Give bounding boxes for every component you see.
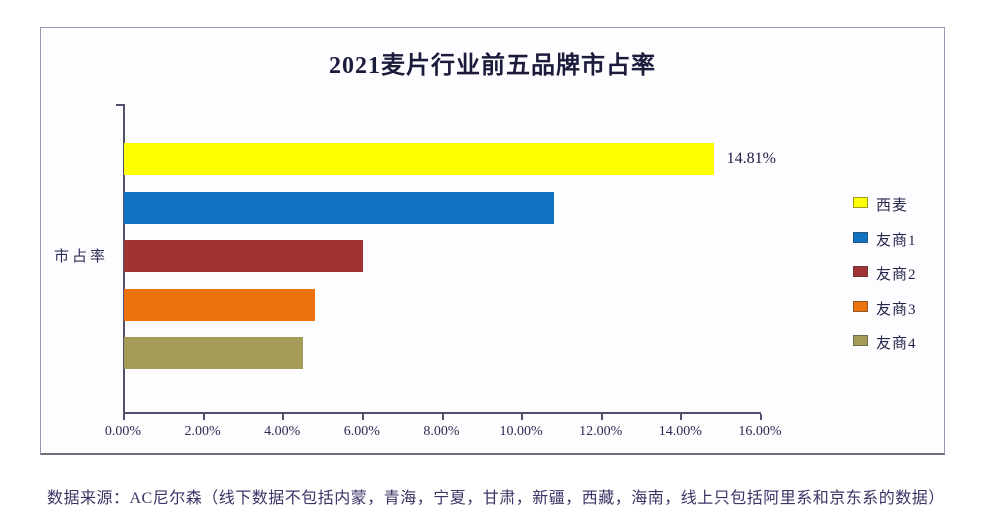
x-axis-tick-label: 4.00% xyxy=(264,424,301,439)
x-axis-tick xyxy=(521,414,524,420)
chart-bar-友商4 xyxy=(124,337,304,369)
x-axis-tick xyxy=(760,414,762,420)
chart-frame: 2021麦片行业前五品牌市占率 市占率 14.81% 0.00% 2.00% 4.00… xyxy=(40,27,945,455)
x-axis-tick-label: 16.00% xyxy=(738,424,782,439)
chart-bar-友商3 xyxy=(124,288,316,321)
legend-label: 友商2 xyxy=(876,267,917,283)
legend-swatch-icon xyxy=(853,300,868,312)
legend-swatch-icon xyxy=(853,197,868,208)
x-axis-tick xyxy=(282,414,285,420)
chart-bar-友商1 xyxy=(124,191,554,224)
x-axis-tick-label: 14.00% xyxy=(658,424,702,439)
x-axis-tick xyxy=(600,414,603,420)
legend-swatch-icon xyxy=(853,335,868,346)
x-axis-tick-label: 0.00% xyxy=(104,424,142,439)
legend-label: 友商1 xyxy=(876,232,917,249)
y-axis-title: 市占率 xyxy=(54,249,109,265)
legend-label: 友商3 xyxy=(876,301,917,318)
bar-value-label: 14.81% xyxy=(726,150,776,167)
legend-label: 友商4 xyxy=(876,336,917,352)
x-axis-tick-label: 2.00% xyxy=(184,424,221,439)
x-axis-tick xyxy=(680,414,683,420)
x-axis-tick xyxy=(441,414,444,420)
y-axis-top-tick xyxy=(116,104,124,106)
source-note: 数据来源：AC尼尔森（线下数据不包括内蒙，青海，宁夏，甘肃，新疆，西藏，海南，线… xyxy=(47,490,945,507)
x-axis-line xyxy=(123,412,761,414)
legend-swatch-icon xyxy=(853,266,868,277)
x-axis-tick xyxy=(202,414,205,420)
x-axis-tick-label: 8.00% xyxy=(423,424,460,439)
chart-title: 2021麦片行业前五品牌市占率 xyxy=(329,53,656,79)
chart-bar-西麦 xyxy=(124,143,714,175)
chart-bar-友商2 xyxy=(124,240,363,272)
x-axis-tick xyxy=(361,414,364,420)
x-axis-tick xyxy=(123,414,125,420)
legend-label: 西麦 xyxy=(876,198,909,214)
legend-swatch-icon xyxy=(853,231,868,243)
x-axis-tick-label: 12.00% xyxy=(579,424,623,439)
x-axis-tick-label: 10.00% xyxy=(499,424,543,439)
x-axis-tick-label: 6.00% xyxy=(343,424,380,439)
